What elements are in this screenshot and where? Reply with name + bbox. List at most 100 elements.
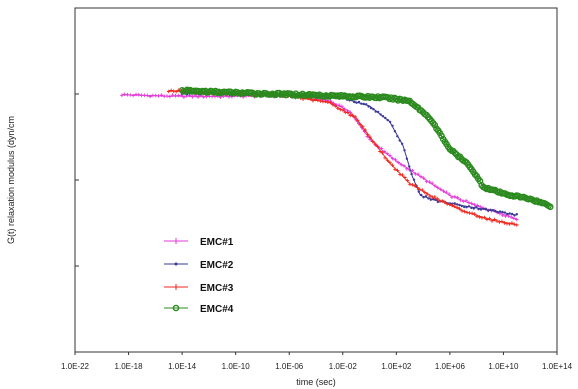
data-point — [460, 209, 464, 213]
data-point — [410, 183, 415, 187]
data-point — [131, 93, 135, 98]
data-point — [350, 113, 355, 118]
data-point — [385, 158, 390, 163]
data-point — [390, 163, 395, 168]
data-point — [471, 171, 479, 178]
data-point — [512, 222, 517, 227]
data-point — [467, 200, 471, 205]
data-point — [357, 100, 361, 104]
data-point — [405, 178, 410, 183]
data-point — [500, 219, 504, 224]
data-point — [533, 197, 541, 204]
data-point — [396, 160, 401, 165]
data-point — [403, 175, 407, 180]
data-point — [424, 179, 429, 184]
data-point — [418, 187, 422, 192]
data-point — [190, 95, 195, 99]
legend: EMC#1 EMC#2 EMC#3 EMC#4 — [164, 237, 234, 315]
data-point — [427, 180, 432, 184]
data-point — [507, 222, 512, 226]
data-point — [420, 188, 425, 192]
legend-marker — [172, 304, 180, 312]
data-point — [458, 198, 463, 202]
data-point — [465, 206, 468, 209]
data-point — [182, 95, 186, 99]
data-point — [470, 211, 474, 216]
data-point — [398, 139, 401, 142]
data-point — [467, 205, 471, 208]
data-point — [429, 198, 432, 201]
data-point — [328, 100, 333, 105]
data-point — [341, 108, 345, 112]
data-point — [416, 172, 420, 176]
data-point — [390, 156, 395, 161]
legend-label: EMC#1 — [200, 237, 234, 248]
data-point — [441, 189, 446, 193]
data-point — [413, 183, 417, 188]
data-point — [363, 128, 367, 132]
x-tick-label: 1.0E+10 — [488, 362, 519, 371]
data-point — [455, 195, 460, 200]
data-point — [367, 105, 370, 108]
data-point — [453, 194, 457, 199]
data-point — [400, 142, 404, 145]
data-point — [340, 104, 344, 109]
data-point — [492, 217, 497, 222]
data-point — [472, 203, 477, 207]
data-point — [379, 113, 382, 116]
data-point — [482, 215, 487, 220]
data-point — [438, 187, 443, 192]
data-point — [501, 210, 504, 214]
legend-item: EMC#2 — [164, 260, 234, 271]
data-point — [463, 205, 466, 209]
data-point — [515, 223, 519, 227]
data-point — [498, 210, 502, 213]
x-axis-ticks: 1.0E-22 1.0E-18 1.0E-14 1.0E-10 1.0E-06 1.0E-… — [61, 352, 573, 371]
data-point — [353, 115, 357, 119]
data-point — [440, 199, 444, 203]
data-point — [452, 204, 457, 209]
data-point — [393, 158, 398, 162]
data-point — [422, 196, 425, 199]
data-point — [509, 215, 513, 219]
legend-marker — [173, 284, 179, 290]
data-point — [311, 98, 315, 103]
data-point — [418, 107, 425, 114]
data-point — [342, 107, 347, 111]
legend-item: EMC#4 — [164, 304, 234, 315]
data-point — [403, 149, 406, 152]
data-point — [484, 207, 487, 210]
data-point — [358, 122, 362, 127]
data-point — [145, 93, 150, 98]
y-axis-title: G(t) relaxation modulus (dyn/cm — [6, 116, 16, 244]
data-point — [442, 200, 447, 204]
data-point — [168, 94, 172, 99]
data-point — [353, 100, 356, 104]
data-point — [485, 217, 489, 222]
data-point — [331, 102, 335, 107]
data-point — [377, 110, 380, 114]
data-point — [137, 92, 141, 97]
data-point — [500, 213, 505, 217]
data-point — [423, 190, 427, 195]
data-point — [462, 209, 467, 214]
data-point — [430, 181, 434, 185]
x-tick-label: 1.0E+02 — [381, 362, 412, 371]
data-point — [388, 153, 392, 158]
data-point — [455, 205, 459, 210]
data-point — [381, 115, 385, 118]
data-point — [174, 89, 178, 94]
data-point — [431, 121, 439, 129]
data-point — [506, 214, 511, 218]
data-point — [393, 130, 397, 133]
data-point — [457, 206, 462, 211]
data-point — [369, 106, 373, 110]
data-point — [486, 209, 490, 212]
data-point — [472, 212, 477, 216]
data-point — [445, 202, 449, 206]
data-point — [383, 156, 387, 160]
data-point — [148, 94, 152, 99]
data-point — [475, 214, 479, 219]
data-point — [396, 135, 399, 138]
